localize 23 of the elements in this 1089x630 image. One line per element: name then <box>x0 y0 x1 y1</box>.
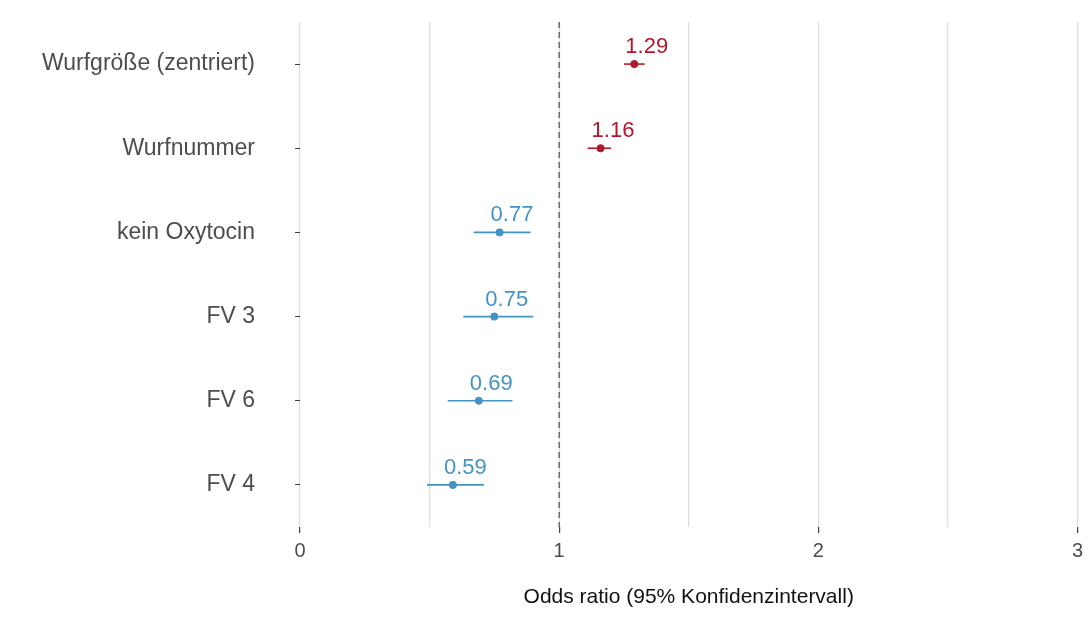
x-axis-title: Odds ratio (95% Konfidenzintervall) <box>523 584 854 608</box>
point <box>495 228 504 237</box>
point <box>474 396 483 405</box>
data-label: 0.69 <box>469 369 513 395</box>
y-tick-label: Wurfnummer <box>122 133 256 160</box>
x-tick-label: 1 <box>553 538 565 561</box>
data-label: 0.59 <box>443 453 487 479</box>
data-label: 1.29 <box>625 33 669 59</box>
point <box>490 312 499 321</box>
y-tick-label: kein Oxytocin <box>116 217 255 244</box>
x-tick-label: 3 <box>1071 538 1083 561</box>
point <box>448 480 457 490</box>
data-label: 1.16 <box>591 117 635 143</box>
y-tick-label: FV 3 <box>206 301 255 328</box>
point <box>596 144 605 153</box>
y-tick-label: FV 4 <box>206 470 256 497</box>
x-tick-label: 2 <box>812 538 824 561</box>
y-tick-label: Wurfgröße (zentriert) <box>41 49 255 76</box>
y-tick-label: FV 6 <box>206 386 255 413</box>
data-label: 0.75 <box>485 285 529 311</box>
data-label: 0.77 <box>490 201 534 227</box>
x-tick-label: 0 <box>294 538 306 561</box>
point <box>630 59 639 69</box>
